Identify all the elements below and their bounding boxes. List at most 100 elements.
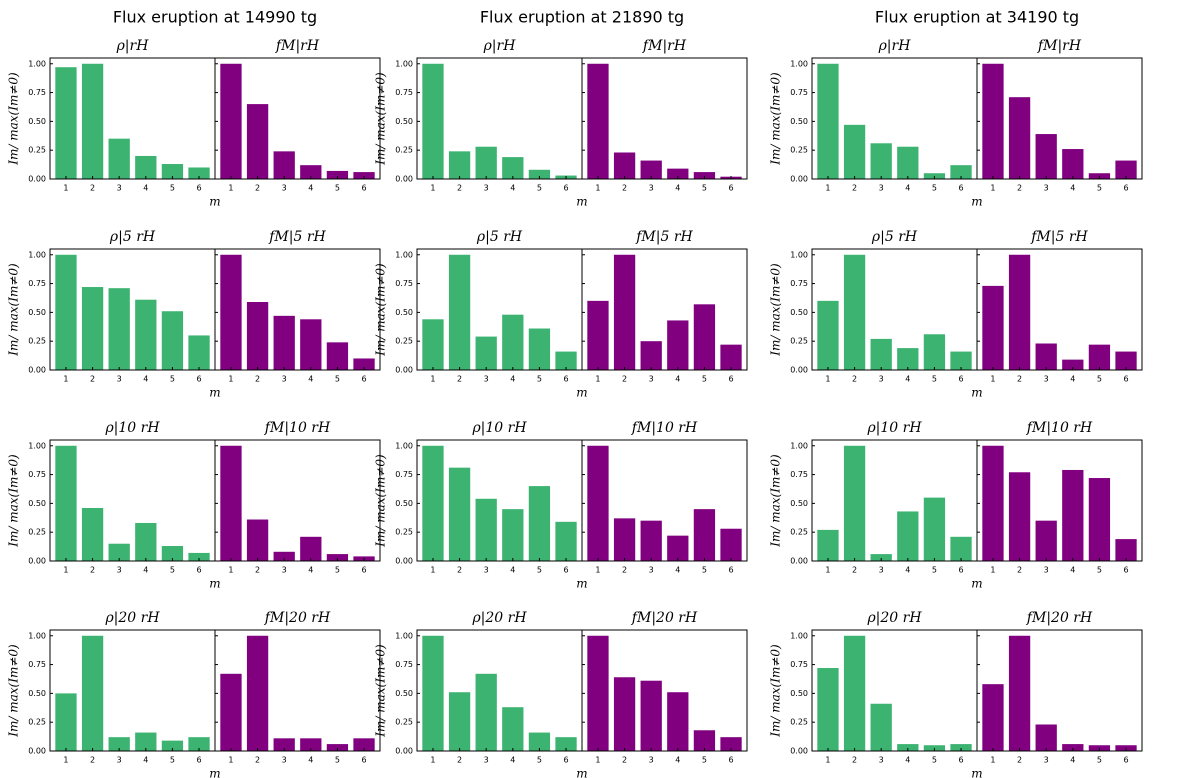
- y-tick-label: 0.00: [395, 366, 413, 375]
- bar: [1008, 97, 1031, 179]
- x-tick-label: 2: [622, 375, 627, 384]
- bar: [300, 165, 322, 179]
- bar: [1062, 149, 1084, 179]
- panel-title: fM|10 rH: [264, 420, 331, 436]
- bar: [720, 344, 742, 370]
- y-tick-label: 0.50: [395, 689, 413, 698]
- y-tick-label: 0.00: [790, 747, 808, 756]
- bar: [720, 528, 742, 561]
- x-tick-label: 2: [457, 566, 462, 575]
- axes-frame: [214, 57, 381, 180]
- panel-title: ρ|20 rH: [471, 610, 527, 626]
- bar: [613, 677, 636, 751]
- bar: [897, 348, 919, 370]
- axes-frame: [214, 248, 381, 371]
- bar: [448, 467, 471, 561]
- bar: [108, 543, 130, 561]
- bar: [528, 732, 551, 751]
- x-tick-label: 1: [430, 375, 435, 384]
- x-tick-label: 1: [990, 756, 995, 765]
- bar: [667, 168, 689, 179]
- x-tick-label: 1: [595, 375, 600, 384]
- column-title: Flux eruption at 14990 tg: [113, 8, 317, 27]
- x-tick-label: 1: [63, 566, 68, 575]
- panel-title: ρ|5 rH: [871, 229, 918, 245]
- x-tick-label: 3: [117, 184, 122, 193]
- bar: [188, 335, 210, 370]
- x-tick-label: 1: [228, 184, 233, 193]
- axes-frame: [581, 248, 748, 371]
- x-tick-label: 6: [196, 756, 201, 765]
- x-tick-label: 4: [308, 566, 313, 575]
- bar: [950, 744, 972, 751]
- x-tick-label: 4: [143, 184, 148, 193]
- column-title: Flux eruption at 21890 tg: [480, 8, 684, 27]
- bar: [640, 680, 662, 751]
- y-tick-label: 0.50: [790, 689, 808, 698]
- x-tick-label: 1: [228, 375, 233, 384]
- axes-frame: [581, 629, 748, 752]
- column-title: Flux eruption at 34190 tg: [875, 8, 1079, 27]
- x-tick-label: 4: [1070, 756, 1075, 765]
- y-axis-label: Im/ max(Im≠0): [769, 72, 783, 166]
- x-tick-label: 2: [255, 375, 260, 384]
- bar: [246, 635, 269, 751]
- bar: [923, 334, 946, 370]
- panel-title: ρ|20 rH: [866, 610, 922, 626]
- x-tick-label: 5: [932, 184, 937, 193]
- y-tick-label: 0.25: [395, 718, 413, 727]
- bar: [300, 536, 322, 561]
- panel-title: fM|5 rH: [268, 229, 326, 245]
- x-tick-label: 5: [702, 566, 707, 575]
- x-tick-label: 6: [563, 756, 568, 765]
- x-axis-label: m: [209, 767, 220, 778]
- x-tick-label: 2: [1017, 756, 1022, 765]
- x-tick-label: 3: [484, 756, 489, 765]
- bar: [667, 320, 689, 370]
- y-tick-label: 0.50: [395, 308, 413, 317]
- bar: [1035, 343, 1057, 370]
- x-tick-label: 1: [595, 756, 600, 765]
- y-tick-label: 1.00: [28, 441, 46, 450]
- x-axis-label: m: [576, 577, 587, 591]
- bar: [528, 169, 551, 179]
- bar: [897, 511, 919, 561]
- y-tick-label: 0.00: [28, 175, 46, 184]
- x-tick-label: 3: [117, 566, 122, 575]
- panel-title: ρ|rH: [483, 38, 517, 54]
- x-tick-label: 3: [879, 184, 884, 193]
- bar: [161, 164, 184, 179]
- bar: [55, 67, 77, 179]
- bar: [897, 146, 919, 179]
- bar: [1035, 134, 1057, 179]
- x-tick-label: 6: [361, 566, 366, 575]
- x-tick-label: 2: [90, 375, 95, 384]
- x-axis-label: m: [576, 386, 587, 400]
- x-tick-label: 1: [228, 756, 233, 765]
- x-tick-label: 3: [1044, 566, 1049, 575]
- x-tick-label: 5: [335, 375, 340, 384]
- bar: [817, 63, 839, 180]
- y-tick-label: 0.50: [790, 308, 808, 317]
- y-tick-label: 0.00: [395, 747, 413, 756]
- y-tick-label: 0.75: [790, 279, 808, 288]
- bar: [870, 143, 892, 179]
- y-tick-label: 1.00: [790, 250, 808, 259]
- x-tick-label: 2: [852, 566, 857, 575]
- y-axis-label: Im/ max(Im≠0): [7, 644, 21, 738]
- bar: [613, 152, 636, 179]
- x-tick-label: 6: [563, 375, 568, 384]
- panel-title: fM|20 rH: [631, 610, 698, 626]
- x-tick-label: 6: [196, 375, 201, 384]
- y-tick-label: 0.25: [28, 337, 46, 346]
- x-tick-label: 4: [675, 184, 680, 193]
- x-tick-label: 6: [728, 375, 733, 384]
- x-tick-label: 5: [335, 566, 340, 575]
- y-axis-label: Im/ max(Im≠0): [374, 72, 388, 166]
- y-tick-label: 0.25: [395, 337, 413, 346]
- x-tick-label: 1: [595, 184, 600, 193]
- bar: [982, 285, 1004, 370]
- y-tick-label: 0.25: [395, 528, 413, 537]
- y-tick-label: 0.00: [28, 366, 46, 375]
- y-tick-label: 0.00: [395, 557, 413, 566]
